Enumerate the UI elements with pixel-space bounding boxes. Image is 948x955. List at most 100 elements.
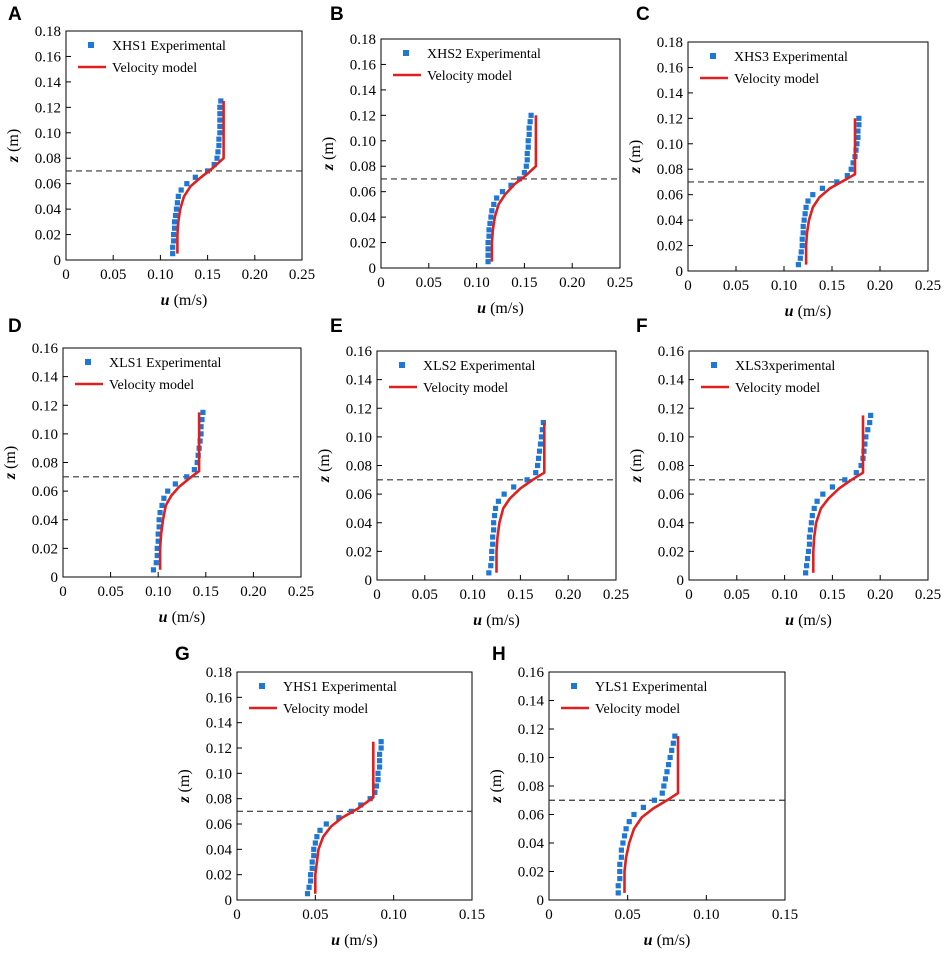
- y-tick-label: 0.10: [346, 430, 372, 446]
- experimental-point: [491, 512, 498, 519]
- y-tick-label: 0.06: [346, 487, 373, 503]
- y-tick-label: 0.06: [350, 185, 377, 201]
- y-tick-label: 0.12: [657, 111, 683, 127]
- y-tick-label: 0.14: [350, 83, 377, 99]
- x-tick-label: 0: [59, 584, 67, 600]
- y-tick-label: 0.18: [35, 24, 61, 40]
- experimental-point: [863, 434, 869, 440]
- experimental-point: [486, 570, 492, 576]
- experimental-point: [856, 115, 862, 121]
- experimental-point: [486, 233, 492, 239]
- y-tick-label: 0.12: [346, 401, 372, 417]
- y-tick-label: 0.12: [206, 741, 232, 757]
- experimental-point: [803, 204, 809, 210]
- chart-panel-e: E 0 0.05 0.10 0.15 0.20 0.25 0 0.02 0.04 0.06 0.08 0…: [316, 316, 629, 629]
- experimental-point: [524, 477, 530, 483]
- legend-label-experimental: XHS3 Experimental: [734, 50, 848, 65]
- y-tick-label: 0.14: [206, 716, 233, 732]
- experimental-point: [173, 206, 180, 212]
- experimental-point: [855, 128, 861, 134]
- experimental-point: [501, 491, 507, 497]
- experimental-point: [664, 769, 670, 775]
- experimental-point: [651, 797, 658, 803]
- experimental-point: [672, 733, 678, 739]
- x-axis-label: u (m/s): [785, 612, 832, 629]
- experimental-point: [150, 567, 157, 573]
- experimental-point: [615, 890, 621, 896]
- y-tick-label: 0.02: [658, 544, 684, 560]
- x-axis-label: u (m/s): [331, 932, 378, 949]
- x-tick-label: 0.05: [724, 587, 750, 603]
- experimental-point: [171, 231, 177, 238]
- experimental-point: [376, 751, 383, 757]
- legend-label-experimental: XLS3xperimental: [735, 359, 835, 374]
- x-axis-label: u (m/s): [644, 932, 691, 949]
- y-tick-label: 0.14: [658, 373, 685, 389]
- panel-label: F: [636, 316, 648, 337]
- y-tick-label: 0.12: [35, 100, 61, 116]
- y-tick-label: 0.14: [35, 75, 62, 91]
- plot-frame: [236, 671, 473, 901]
- experimental-point: [803, 563, 810, 569]
- experimental-point: [171, 225, 178, 231]
- experimental-point: [308, 878, 314, 884]
- panel-label: E: [330, 316, 343, 337]
- x-axis-label: u (m/s): [159, 609, 206, 626]
- experimental-point: [217, 117, 223, 123]
- legend-marker-experimental: [85, 359, 91, 365]
- x-tick-label: 0.15: [459, 907, 485, 923]
- experimental-point: [375, 777, 381, 783]
- x-tick-label: 0.05: [302, 907, 328, 923]
- velocity-model-line: [623, 736, 680, 893]
- y-tick-label: 0.16: [518, 665, 545, 681]
- y-tick-label: 0.04: [658, 516, 685, 532]
- y-tick-label: 0.04: [206, 842, 233, 858]
- experimental-point: [623, 826, 629, 832]
- experimental-point: [312, 840, 318, 846]
- experimental-point: [631, 811, 637, 818]
- y-axis-label: z (m): [627, 140, 644, 174]
- experimental-point: [217, 123, 223, 130]
- y-axis-label: z (m): [488, 769, 505, 803]
- y-tick-label: 0.16: [658, 344, 685, 360]
- y-tick-label: 0.06: [658, 487, 685, 503]
- experimental-point: [842, 477, 848, 483]
- legend-marker-experimental: [571, 683, 577, 689]
- experimental-point: [797, 255, 803, 261]
- y-tick-label: 0.02: [350, 236, 376, 252]
- experimental-point: [669, 747, 675, 753]
- experimental-point: [491, 520, 497, 526]
- experimental-point: [175, 193, 181, 199]
- experimental-point: [184, 474, 190, 480]
- y-axis-label: z (m): [320, 137, 337, 171]
- experimental-point: [868, 412, 874, 419]
- experimental-point: [626, 819, 632, 825]
- experimental-point: [795, 262, 801, 268]
- experimental-point: [810, 192, 816, 198]
- experimental-point: [178, 187, 184, 193]
- experimental-point: [217, 130, 223, 136]
- panel-label: B: [330, 4, 344, 25]
- y-tick-label: 0.08: [518, 779, 544, 795]
- experimental-point: [540, 419, 546, 426]
- y-tick-label: 0.14: [518, 694, 545, 710]
- x-tick-label: 0.20: [555, 587, 581, 603]
- velocity-model-line: [176, 101, 225, 254]
- x-tick-label: 0.25: [603, 587, 629, 603]
- y-tick-label: 0.02: [206, 868, 232, 884]
- x-tick-label: 0.10: [463, 275, 489, 291]
- experimental-point: [218, 98, 224, 104]
- y-tick-label: 0.12: [658, 401, 684, 417]
- experimental-point: [528, 112, 534, 118]
- x-tick-label: 0.10: [693, 907, 719, 923]
- y-tick-label: 0.14: [32, 370, 59, 386]
- experimental-point: [155, 531, 161, 537]
- x-tick-label: 0.10: [771, 278, 797, 294]
- y-axis-label: z (m): [2, 446, 19, 480]
- y-axis-label: z (m): [176, 769, 193, 803]
- y-tick-label: 0: [537, 893, 545, 909]
- y-tick-label: 0.10: [35, 126, 61, 142]
- legend-label-model: Velocity model: [423, 381, 508, 396]
- experimental-point: [865, 427, 871, 433]
- experimental-point: [159, 502, 165, 509]
